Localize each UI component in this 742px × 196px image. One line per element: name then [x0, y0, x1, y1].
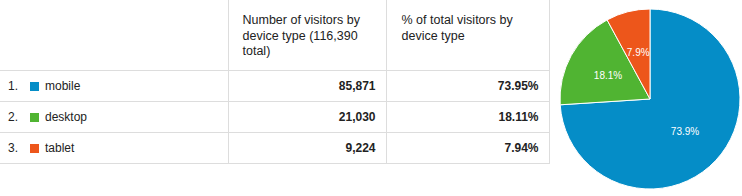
- svg-text:18.1%: 18.1%: [594, 70, 622, 81]
- html-text:18.11%: 18.11%: [498, 110, 539, 124]
- html-text:73.95%: 73.95%: [497, 79, 539, 93]
- html-text:% of total visitors by device: % of total visitors by device type: [401, 13, 513, 43]
- svg-text:7.9%: 7.9%: [627, 47, 650, 58]
- html-text:85,871: 85,871: [338, 79, 376, 93]
- svg-text:73.9%: 73.9%: [671, 126, 699, 137]
- html-text:Number of visitors by device t: Number of visitors by device type (116,3…: [242, 13, 360, 58]
- html-text:7.94%: 7.94%: [504, 141, 539, 155]
- html-text:21,030: 21,030: [338, 110, 376, 124]
- html-text:mobile: mobile: [45, 79, 81, 93]
- html-text:desktop: desktop: [45, 110, 87, 124]
- html-text:1.: 1.: [8, 79, 18, 93]
- html-text:tablet: tablet: [45, 141, 75, 155]
- html-text:3.: 3.: [8, 141, 18, 155]
- html-text:9,224: 9,224: [345, 141, 376, 155]
- html-text:2.: 2.: [8, 110, 18, 124]
